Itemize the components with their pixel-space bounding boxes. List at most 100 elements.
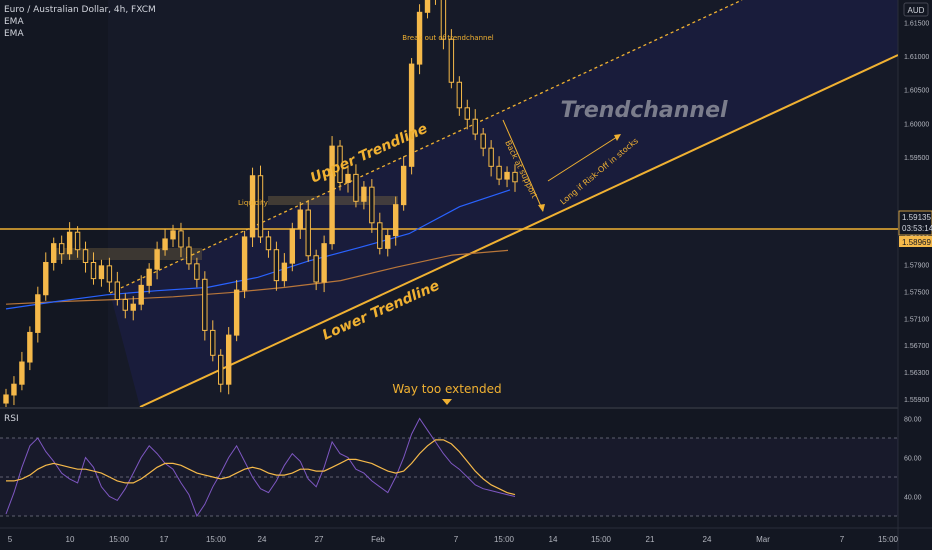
candle xyxy=(58,235,65,264)
candle xyxy=(82,241,89,273)
candle xyxy=(233,279,240,342)
candle xyxy=(281,253,288,287)
upper-trendline xyxy=(109,0,743,294)
level-price-tag xyxy=(899,236,932,247)
price-tick-label: 1.56700 xyxy=(904,343,929,350)
candle xyxy=(241,230,248,299)
rsi-tick-label: 60.00 xyxy=(904,456,922,463)
risk-off-arrow xyxy=(547,134,621,182)
price-tick-label: 1.60000 xyxy=(904,121,929,128)
time-tick-label: 24 xyxy=(703,535,712,544)
time-tick-label: 17 xyxy=(160,535,169,544)
candle xyxy=(249,167,256,248)
back-at-support-arrow xyxy=(502,119,544,212)
extended-marker-icon xyxy=(442,399,452,405)
time-tick-label: Feb xyxy=(371,535,385,544)
candle xyxy=(464,99,470,130)
candle xyxy=(106,257,113,293)
candle xyxy=(472,109,478,141)
price-tick-label: 1.61000 xyxy=(904,54,929,61)
time-tick-label: 15:00 xyxy=(494,535,515,544)
time-tick-label: 7 xyxy=(454,535,459,544)
candle xyxy=(480,127,486,157)
candle xyxy=(369,179,375,233)
candle xyxy=(90,252,97,285)
candle xyxy=(3,388,9,407)
price-tick-label: 1.57100 xyxy=(904,316,929,323)
candle xyxy=(170,224,176,248)
rsi-pane-title[interactable]: RSI xyxy=(4,414,19,424)
candle xyxy=(178,222,184,258)
candle xyxy=(353,164,359,208)
candle xyxy=(289,222,296,272)
ema-path xyxy=(5,249,509,305)
price-tick-label: 1.57900 xyxy=(904,263,929,270)
time-tick-label: 14 xyxy=(549,535,558,544)
candle xyxy=(162,228,168,256)
price-axis-ticks: 1.620001.615001.610001.605001.600001.595… xyxy=(904,20,929,404)
back-at-support-arrowhead xyxy=(538,204,545,212)
last-price-value: 1.59135 xyxy=(902,213,931,222)
rsi-series xyxy=(5,417,516,518)
price-tick-label: 1.55900 xyxy=(904,397,929,404)
time-tick-label: 27 xyxy=(315,535,324,544)
candle xyxy=(122,293,128,319)
ema-fast-line xyxy=(5,189,511,310)
candle xyxy=(98,259,105,287)
candle xyxy=(416,4,423,75)
candle xyxy=(218,349,224,393)
time-tick-label: 21 xyxy=(646,535,655,544)
time-axis-ticks: 5 10 15:00 17 15:00 24 27 Feb 7 15:00 14 15:00 21 24 M… xyxy=(8,535,899,544)
candle xyxy=(385,229,391,257)
price-tick-label: 1.60500 xyxy=(904,88,929,95)
candle xyxy=(265,230,272,258)
candle xyxy=(210,320,216,362)
candle xyxy=(393,196,399,246)
time-tick-label: 10 xyxy=(66,535,75,544)
candle xyxy=(225,327,232,395)
trendchannel-label: Trendchannel xyxy=(560,98,728,123)
candle xyxy=(51,237,57,271)
candle xyxy=(496,156,502,186)
rsi-tick-label: 40.00 xyxy=(904,495,922,502)
candle xyxy=(194,257,200,288)
candle xyxy=(27,326,33,371)
chart-legend: Euro / Australian Dollar, 4h, FXCM EMA E… xyxy=(4,4,156,40)
candle xyxy=(11,376,17,406)
rsi-band-fill xyxy=(0,438,898,516)
time-tick-label: 15:00 xyxy=(109,535,130,544)
candle xyxy=(440,0,447,50)
candle xyxy=(130,296,136,321)
price-tick-label: 1.56300 xyxy=(904,370,929,377)
currency-badge[interactable] xyxy=(903,2,929,17)
rsi-tick-label: 80.00 xyxy=(904,417,922,424)
liquidity-label: Liquidity xyxy=(238,199,268,207)
candle xyxy=(186,236,192,270)
candle xyxy=(43,252,49,301)
candle xyxy=(74,226,81,258)
ema-fast-legend[interactable]: EMA xyxy=(4,17,24,27)
candle xyxy=(297,201,303,239)
time-tick-label: 15:00 xyxy=(591,535,612,544)
ema-slow-line xyxy=(5,249,509,305)
candle xyxy=(66,222,73,260)
symbol-title[interactable]: Euro / Australian Dollar, 4h, FXCM xyxy=(4,5,156,15)
breakout-label: Break out of trendchannel xyxy=(402,34,493,42)
lower-trendline xyxy=(139,54,898,407)
risk-off-arrowhead xyxy=(614,134,621,141)
candle xyxy=(313,249,319,291)
rsi-ma-line xyxy=(6,439,516,496)
candle xyxy=(337,140,343,191)
price-tick-label: 1.59500 xyxy=(904,155,929,162)
candle xyxy=(408,58,415,175)
candle xyxy=(456,76,463,116)
ema-slow-legend[interactable]: EMA xyxy=(4,29,24,39)
candle xyxy=(512,164,518,192)
rsi-axis-ticks: 80.00 60.00 40.00 xyxy=(904,417,922,502)
candle xyxy=(329,136,335,250)
time-tick-label: 7 xyxy=(840,535,845,544)
candle xyxy=(361,181,367,210)
candle xyxy=(424,0,431,19)
candle xyxy=(154,241,160,280)
